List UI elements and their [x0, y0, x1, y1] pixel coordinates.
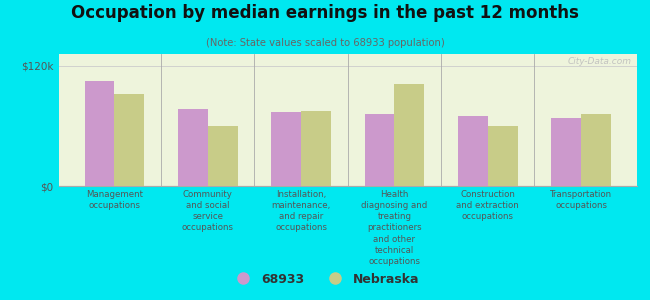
- Bar: [114, 94, 144, 186]
- Legend: 68933, Nebraska: 68933, Nebraska: [226, 268, 424, 291]
- Bar: [488, 126, 517, 186]
- Bar: [551, 118, 581, 186]
- Text: (Note: State values scaled to 68933 population): (Note: State values scaled to 68933 popu…: [205, 38, 445, 47]
- Bar: [208, 126, 238, 186]
- Bar: [395, 84, 424, 186]
- Bar: [458, 116, 488, 186]
- Bar: [271, 112, 301, 186]
- Bar: [84, 81, 114, 186]
- Bar: [581, 114, 611, 186]
- Bar: [365, 114, 395, 186]
- Bar: [178, 109, 208, 186]
- Text: City-Data.com: City-Data.com: [567, 57, 631, 66]
- Bar: [301, 111, 331, 186]
- Text: Occupation by median earnings in the past 12 months: Occupation by median earnings in the pas…: [71, 4, 579, 22]
